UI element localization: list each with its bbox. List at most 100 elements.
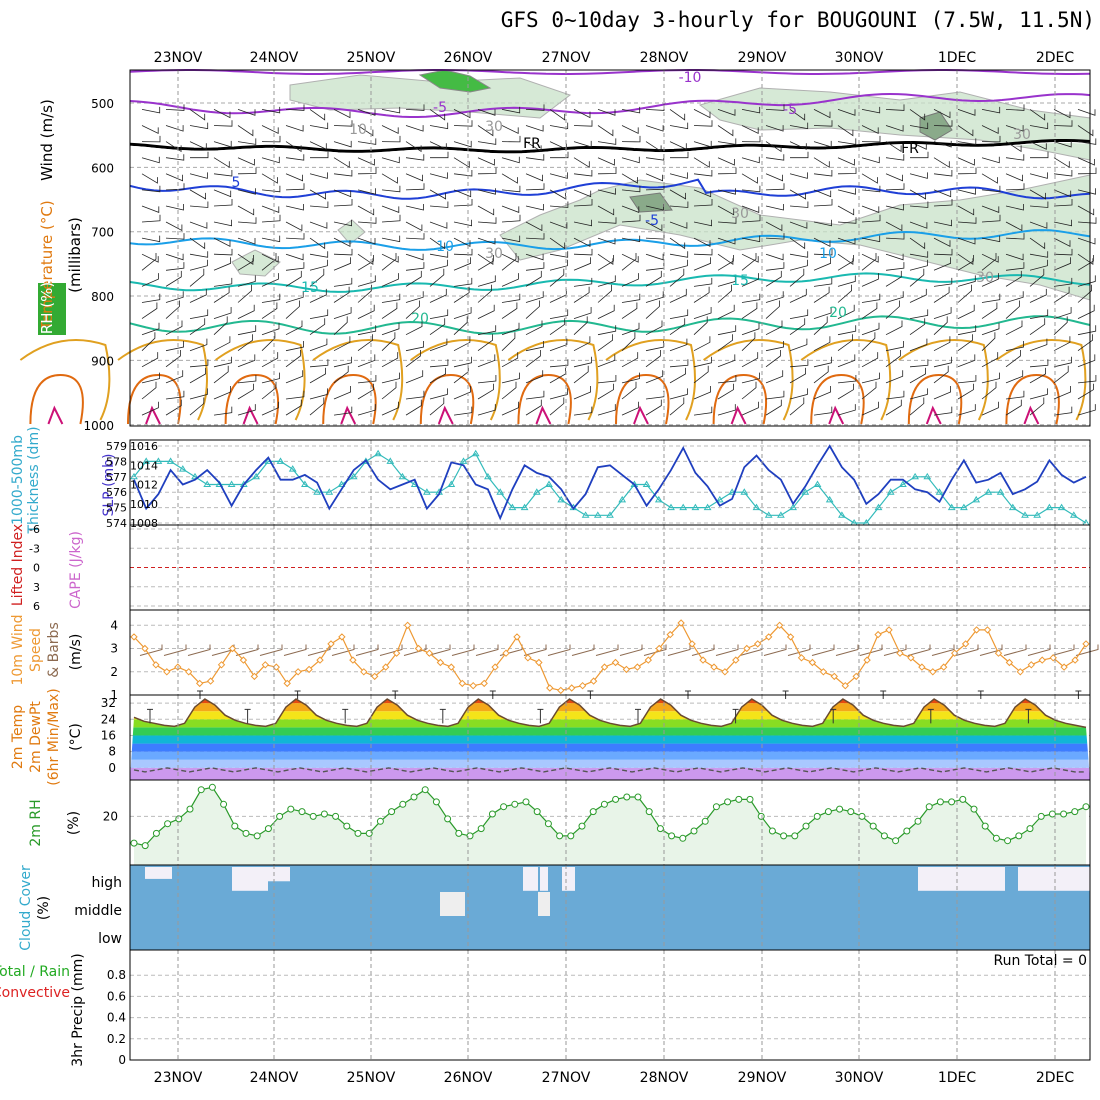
- wind-barb: [309, 259, 328, 271]
- wind-barb: [837, 275, 856, 287]
- wind-barb: [669, 122, 689, 130]
- wind-barb: [789, 109, 806, 121]
- wind-barb: [477, 109, 496, 116]
- thickness-point: [703, 503, 712, 511]
- wind-barb: [717, 275, 736, 287]
- isotherm-30: [615, 373, 670, 425]
- wind-barb: [165, 341, 184, 352]
- wind-barb: [789, 397, 805, 416]
- wind-barb: [621, 214, 641, 223]
- date-label-top: 1DEC: [938, 50, 977, 66]
- rh2m-point: [298, 808, 306, 816]
- cloud-level-high: high: [91, 875, 122, 891]
- wind-barb: [981, 205, 1000, 213]
- wind-barb: [621, 322, 640, 336]
- wind-barb: [957, 237, 976, 245]
- rh2m-area: [134, 787, 1086, 865]
- ylabel-2m-temp: 2m Temp: [10, 705, 26, 769]
- wind-barb: [861, 253, 879, 263]
- wind-barb: [525, 204, 544, 211]
- rh2m-point: [970, 805, 978, 813]
- wind-barb: [190, 151, 209, 159]
- wind-barb: [909, 388, 928, 400]
- wind-barb: [813, 120, 833, 127]
- wind-barb: [237, 217, 257, 224]
- wind-barb: [933, 307, 952, 319]
- wind-barb: [453, 356, 472, 368]
- wind10-barb: [355, 644, 379, 656]
- wind10-barb: [187, 644, 211, 656]
- wind-barb: [1005, 262, 1025, 271]
- wind-barb: [165, 270, 182, 287]
- wind-barb: [477, 375, 497, 384]
- wind-barb: [333, 157, 350, 168]
- wind-barb: [957, 304, 975, 319]
- date-label-bottom: 2DEC: [1036, 1070, 1075, 1086]
- thickness-point: [142, 457, 151, 464]
- wind-barb: [813, 307, 832, 319]
- wind-barb: [670, 151, 689, 159]
- wind-barb: [501, 135, 521, 143]
- wind-barb: [1053, 109, 1071, 119]
- wind-barb: [309, 141, 327, 150]
- dewpoint-line: [133, 767, 1086, 773]
- wind-barb: [621, 205, 640, 213]
- thickness-point: [740, 488, 749, 495]
- wind-barb: [765, 350, 781, 368]
- rh2m-point: [231, 822, 239, 830]
- wind10-barb: [667, 644, 691, 656]
- wind-barb: [813, 257, 831, 271]
- wind-barb: [405, 370, 424, 384]
- wind-barb: [813, 336, 831, 352]
- wind-barb: [597, 375, 617, 384]
- wind-barb: [1005, 221, 1023, 232]
- wind-barb: [333, 286, 350, 303]
- cloud-clear-middle: [538, 892, 550, 916]
- wind-barb: [957, 157, 975, 166]
- wind10-point: [239, 656, 248, 664]
- wind-barb: [573, 189, 592, 198]
- wind-barb: [429, 259, 448, 271]
- wind-barb: [429, 201, 449, 208]
- wind-barb: [213, 406, 233, 416]
- wind10-barb: [643, 644, 667, 656]
- wind10-barb: [955, 644, 979, 656]
- wind-barb: [813, 286, 830, 303]
- contour-label: 30: [976, 270, 994, 286]
- thickness-point: [386, 457, 395, 464]
- wind-barb: [717, 138, 737, 145]
- wind-barb: [237, 138, 257, 145]
- wind-barb: [237, 375, 257, 384]
- wind-barb: [981, 401, 999, 416]
- ylabel-temp-units: (°C): [68, 723, 84, 751]
- wind-barb: [861, 332, 876, 351]
- wind-barb: [885, 154, 905, 161]
- date-label-bottom: 27NOV: [542, 1070, 591, 1086]
- rh2m-point: [276, 812, 284, 820]
- wind-barb: [237, 284, 252, 303]
- rh2m-point: [578, 822, 586, 830]
- wind-barb: [957, 253, 974, 266]
- rh2m-point: [410, 793, 418, 801]
- rh-shading-high: [629, 192, 673, 213]
- wind-barb: [645, 221, 663, 232]
- wind-barb: [597, 383, 614, 400]
- wind-barb: [213, 140, 232, 148]
- precip-panel: [129, 949, 1091, 1061]
- wind-barb: [1053, 386, 1071, 400]
- wind-barb: [837, 375, 857, 384]
- wind-barb: [285, 341, 304, 352]
- rh2m-point: [959, 795, 967, 803]
- rh-shading: [231, 249, 281, 277]
- wind-barb: [549, 122, 569, 130]
- wind-barb: [429, 237, 446, 250]
- wind-barb: [717, 157, 735, 166]
- wind-barb: [693, 109, 711, 119]
- wind-barb: [669, 237, 686, 250]
- wind-barb: [957, 205, 975, 216]
- wind-barb: [621, 135, 641, 143]
- lifted-index-tick-label: 3: [33, 581, 40, 594]
- wind-barb: [597, 354, 616, 368]
- wind-barb: [309, 367, 326, 384]
- date-label-top: 25NOV: [347, 50, 396, 66]
